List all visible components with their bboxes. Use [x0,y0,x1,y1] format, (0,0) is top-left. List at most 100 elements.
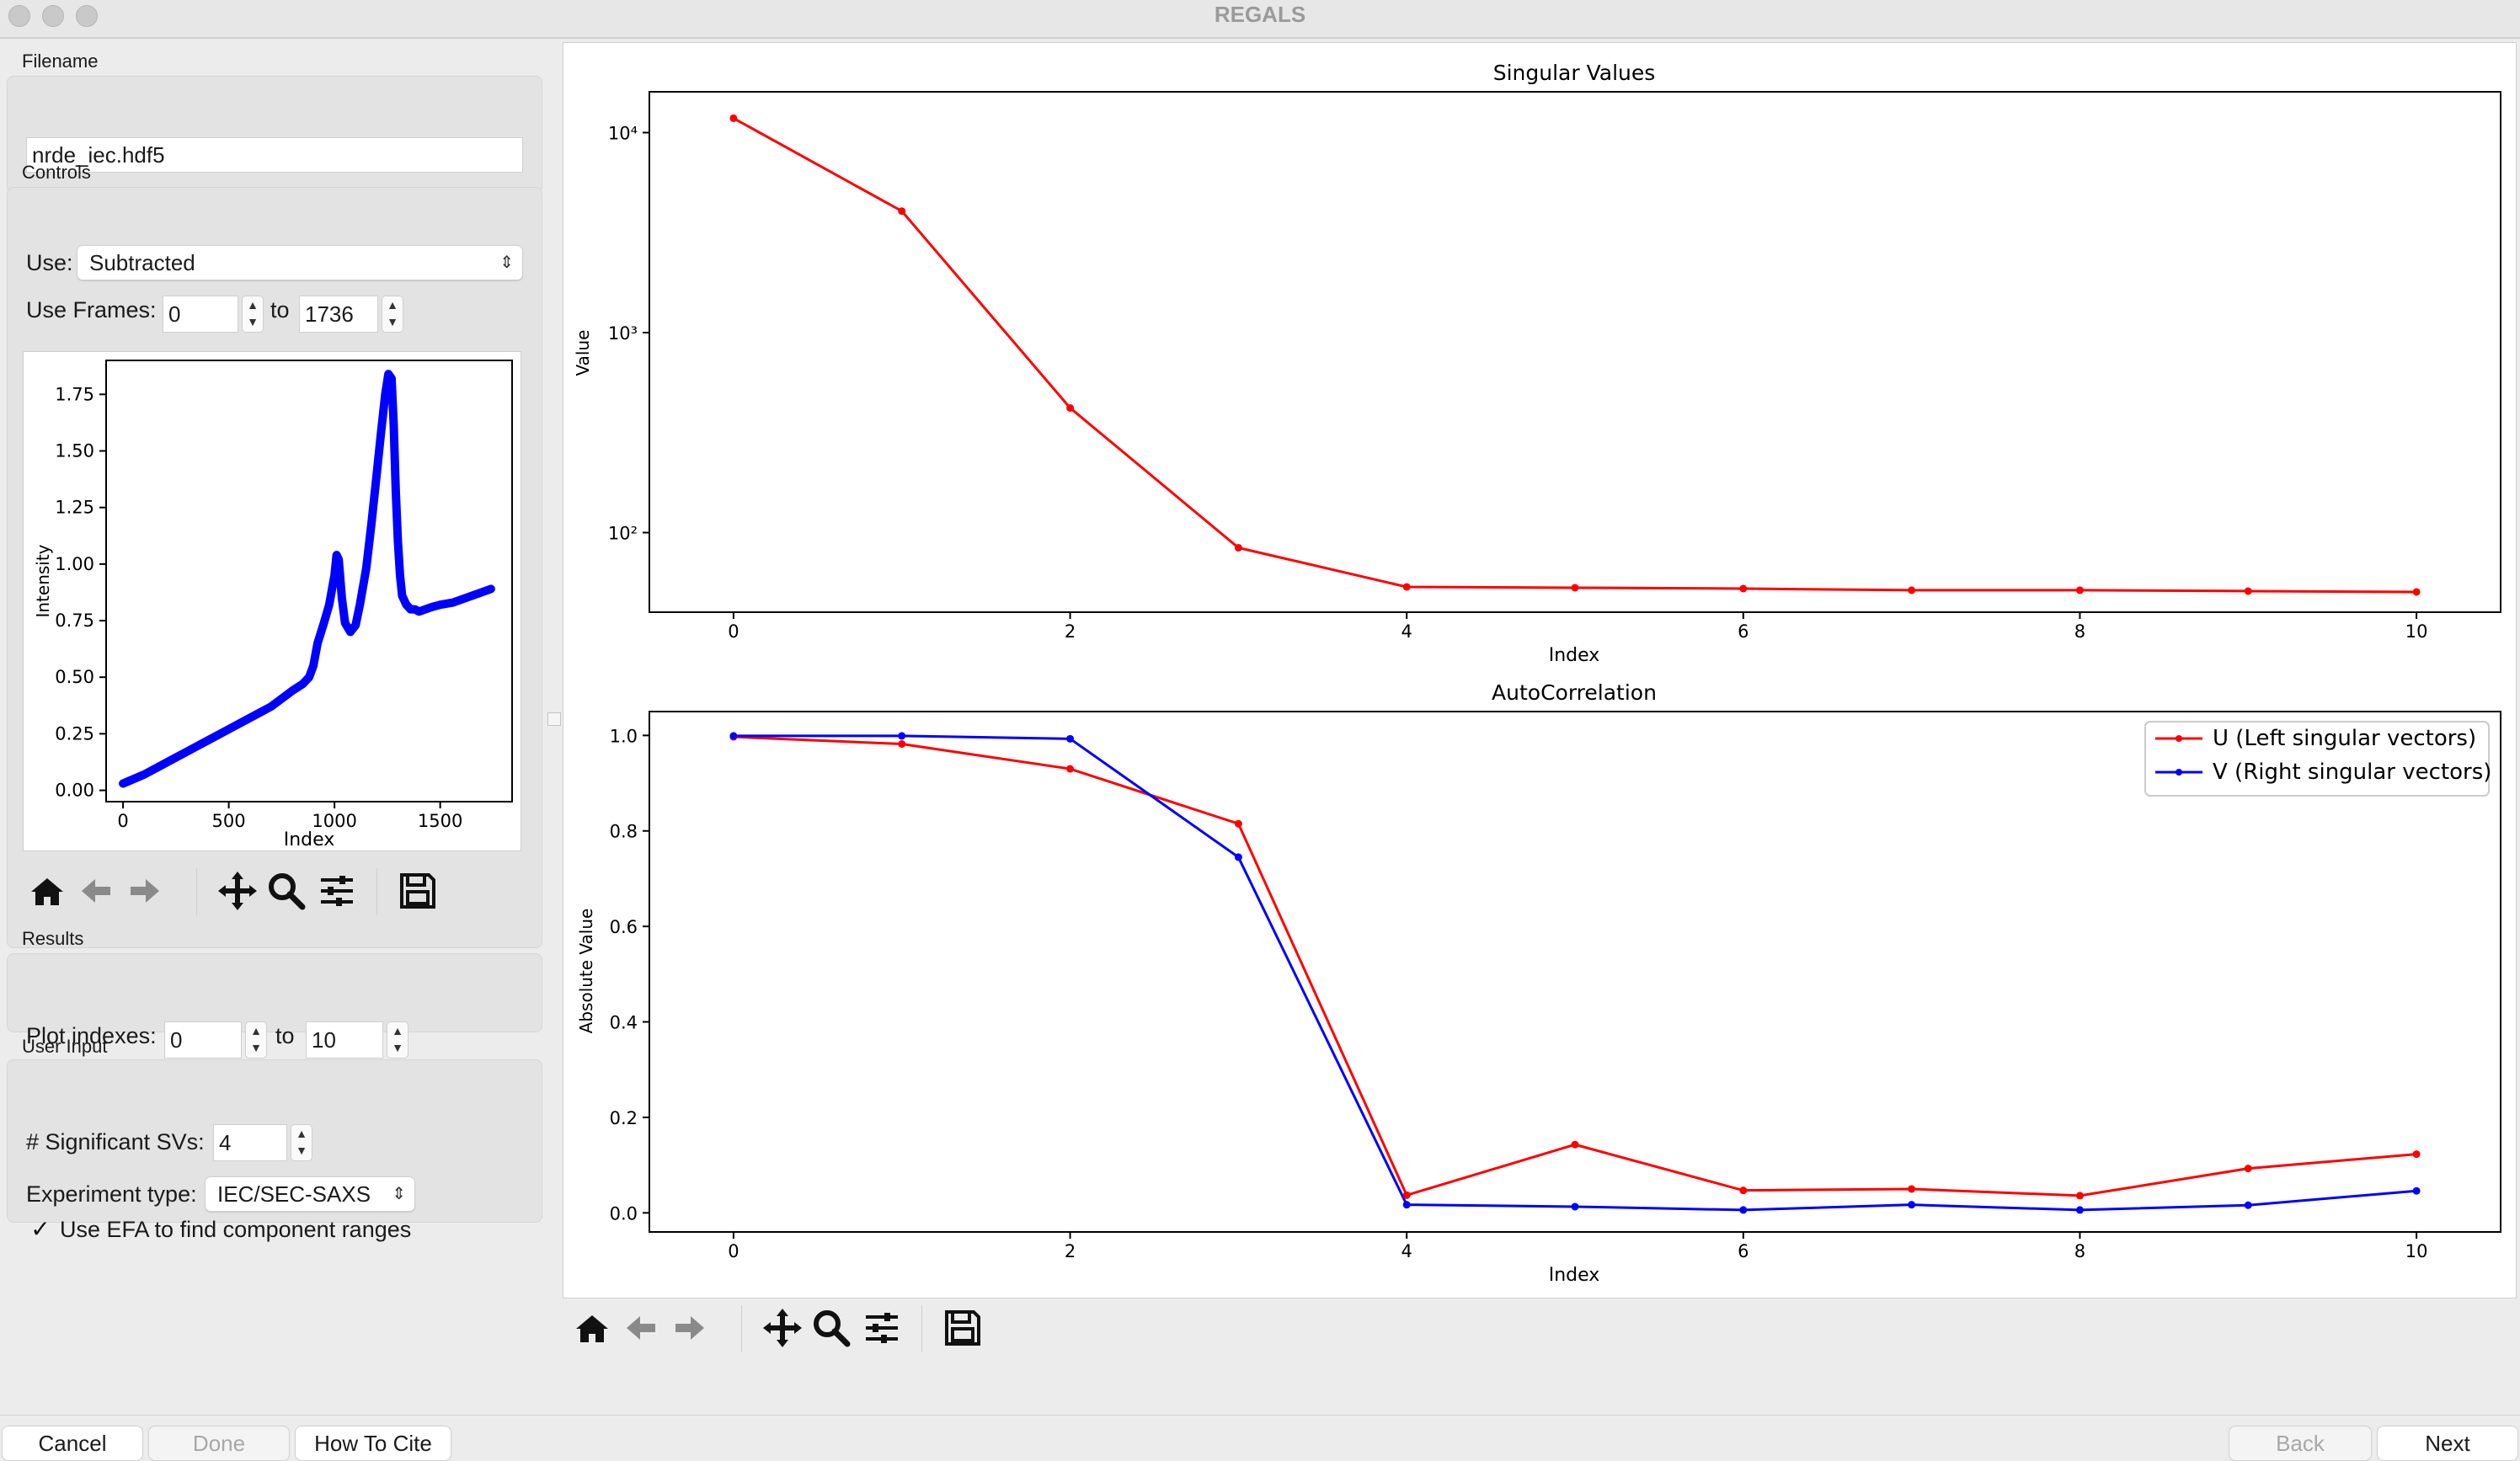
bottom-button-bar: Cancel Done How To Cite Back Next [0,1415,2520,1461]
experiment-type-value: IEC/SEC-SAXS [217,1181,371,1207]
forward-arrow-icon[interactable] [667,1305,713,1351]
spin-arrows-icon[interactable]: ▲ ▼ [245,1021,267,1058]
sv-point [1739,584,1748,593]
ac-chart-title: AutoCorrelation [1492,680,1657,705]
sv-point [898,207,906,216]
pan-icon[interactable] [760,1305,805,1351]
forward-arrow-icon[interactable] [122,868,168,914]
legend-v-label: V (Right singular vectors) [2213,760,2491,785]
spin-arrows-icon[interactable]: ▲ ▼ [242,296,264,333]
ac-xtick-label: 6 [1738,1241,1749,1261]
ac-legend: U (Left singular vectors) V (Right singu… [2144,721,2491,797]
configure-icon[interactable] [314,868,360,914]
ac-v-series-line [733,734,2417,1212]
splitter-handle[interactable] [547,712,561,726]
ac-u-point [2244,1165,2252,1173]
use-label: Use: [26,250,73,275]
left-panel: Filename nrde_iec.hdf5 Controls Use: Sub… [0,39,556,1398]
ac-v-point [1066,734,1075,743]
sv-ytick-label: 10⁴ [608,123,638,143]
window-close-button[interactable] [8,5,30,27]
sig-svs-field[interactable]: 4 [213,1124,287,1161]
home-icon[interactable] [569,1305,615,1351]
ac-v-point [1571,1202,1579,1211]
back-button[interactable]: Back [2229,1426,2372,1461]
frames-start-field[interactable]: 0 [163,296,238,333]
ac-ytick-label: 1.0 [610,726,638,746]
controls-section-label: Controls [22,162,91,183]
profile-xtick-label: 1000 [312,811,356,831]
save-icon[interactable] [395,868,440,914]
pan-icon[interactable] [215,868,260,914]
ac-ylabel: Absolute Value [576,909,596,1034]
frames-end-field[interactable]: 1736 [299,296,378,333]
ac-v-point [1402,1201,1411,1209]
toolbar-separator [741,1305,742,1352]
use-select[interactable]: Subtracted ⇕ [77,245,523,280]
plot-end-field[interactable]: 10 [306,1021,383,1058]
controls-group: Use: Subtracted ⇕ Use Frames: 0 ▲ ▼ to 17… [7,187,542,948]
ac-u-point [1234,819,1242,828]
plot-start-field[interactable]: 0 [164,1021,242,1058]
sv-point [1571,584,1579,592]
profile-ytick-label: 1.25 [55,498,94,518]
back-arrow-icon[interactable] [73,868,119,914]
configure-icon[interactable] [859,1305,905,1351]
filename-section-label: Filename [22,51,99,72]
sv-series-line [733,117,2417,594]
back-arrow-icon[interactable] [618,1305,664,1351]
profile-plot[interactable]: 0.00 0.25 0.50 0.75 1.00 1.25 1.50 1.75 0 500 100… [24,352,521,850]
toolbar-separator [921,1305,922,1352]
save-icon[interactable] [940,1305,985,1351]
use-select-value: Subtracted [89,250,195,275]
profile-ytick-label: 1.50 [55,440,94,461]
filename-field[interactable]: nrde_iec.hdf5 [26,137,523,173]
sv-point [2244,587,2252,595]
how-to-cite-button[interactable]: How To Cite [295,1426,451,1461]
sv-xlabel: Index [1549,645,1600,666]
ac-xlabel: Index [1549,1265,1600,1286]
use-efa-checkbox[interactable]: ✓ [30,1216,51,1242]
profile-plot-canvas[interactable]: 0.00 0.25 0.50 0.75 1.00 1.25 1.50 1.75 0 500 100… [23,351,521,851]
ac-ytick-label: 0.8 [610,822,638,842]
cancel-button[interactable]: Cancel [2,1426,143,1461]
zoom-icon[interactable] [809,1305,854,1351]
spin-arrows-icon[interactable]: ▲ ▼ [382,296,403,333]
spin-arrows-icon[interactable]: ▲ ▼ [291,1124,312,1161]
ac-v-point [1234,853,1242,861]
window-zoom-button[interactable] [76,5,98,27]
plot-to-label: to [275,1023,295,1048]
plot-end-spinbox[interactable]: 10 ▲ ▼ [306,1021,415,1058]
legend-v-marker [2176,769,2182,776]
ac-xtick-label: 10 [2405,1241,2428,1261]
home-icon[interactable] [24,868,70,914]
sv-xtick-label: 8 [2074,621,2085,642]
plot-start-spinbox[interactable]: 0 ▲ ▼ [164,1021,274,1058]
user-input-group: # Significant SVs: 4 ▲ ▼ Experiment type:… [7,1059,542,1242]
sv-plot-axes [649,91,2501,613]
sig-svs-spinbox[interactable]: 4 ▲ ▼ [213,1124,319,1161]
next-button[interactable]: Next [2377,1426,2518,1461]
title-bar: REGALS [0,0,2520,39]
sv-xtick-label: 6 [1738,621,1749,642]
plot-indexes-label: Plot indexes: [26,1023,157,1048]
sv-point [2412,588,2421,596]
ac-u-point [1908,1185,1916,1193]
experiment-type-select[interactable]: IEC/SEC-SAXS ⇕ [205,1176,415,1212]
window-minimize-button[interactable] [42,5,64,27]
main-plot-canvas[interactable]: Singular Values 0 2 4 6 8 10 10² 10³ 10⁴ Index … [563,42,2517,1298]
zoom-icon[interactable] [264,868,309,914]
done-button[interactable]: Done [148,1426,290,1461]
profile-series-line [119,370,495,788]
ac-v-point [2412,1186,2421,1195]
profile-xtick-label: 0 [117,811,128,831]
profile-xtick-label: 500 [212,811,246,831]
ac-ytick-label: 0.0 [610,1203,638,1224]
spin-arrows-icon[interactable]: ▲ ▼ [387,1021,408,1058]
sv-xtick-label: 0 [728,621,739,642]
use-efa-label: Use EFA to find component ranges [60,1217,412,1242]
frames-start-spinbox[interactable]: 0 ▲ ▼ [163,296,267,333]
frames-end-spinbox[interactable]: 1736 ▲ ▼ [299,296,408,333]
results-group: Plot indexes: 0 ▲ ▼ to 10 ▲ ▼ [7,953,542,1058]
